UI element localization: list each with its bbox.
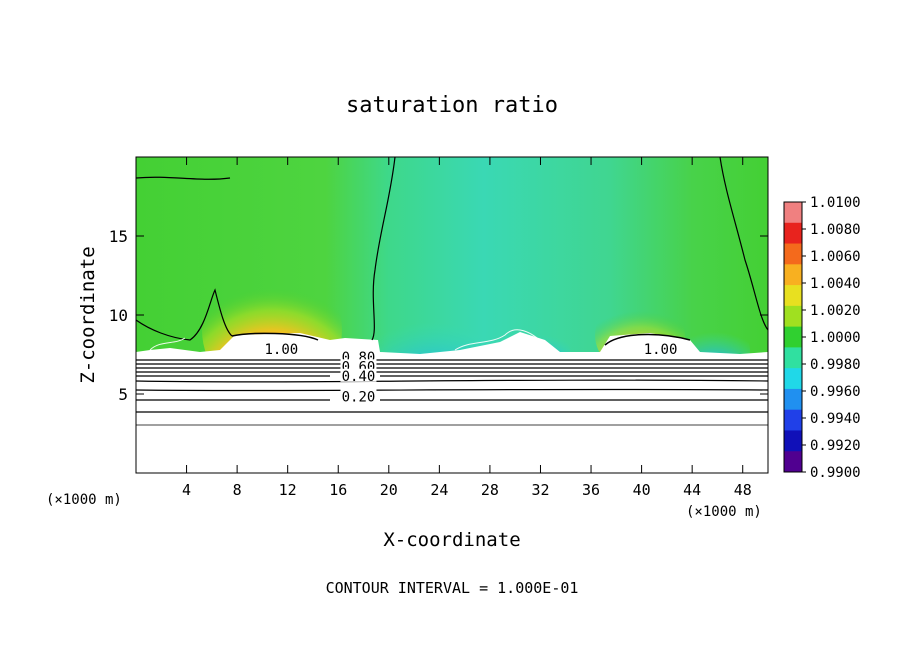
contour-label: 1.00 [265,342,299,358]
colorbar-swatch [784,222,802,245]
colorbar-label: 0.9980 [810,357,861,373]
colorbar-label: 1.0100 [810,195,861,211]
colorbar-label: 1.0020 [810,303,861,319]
colorbar-swatch [784,347,802,369]
contour-labels: 1.00 0.800.600.400.201.00 [263,341,679,405]
colorbar-label: 0.9940 [810,411,861,427]
colorbar-label: 1.0080 [810,222,861,238]
x-tick-label: 24 [430,481,448,499]
x-tick-label: 36 [582,481,600,499]
y-axis: 5 10 15 [109,227,768,404]
colorbar-label: 0.9900 [810,465,861,481]
colorbar-swatch [784,264,802,286]
x-tick-label: 28 [481,481,499,499]
contour-label-bg [340,368,377,382]
contour-label-bg [642,341,679,355]
heatmap-field [136,157,768,473]
contour-label-bg [263,341,300,355]
colorbar-label: 0.9920 [810,438,861,454]
x-tick-label: 4 [182,481,191,499]
x-tick-label: 12 [279,481,297,499]
contour-label: 1.00 [644,342,678,358]
contour-label-bg [340,389,377,403]
colorbar-swatch [784,202,802,224]
x-tick-label: 44 [683,481,701,499]
x-axis: 4 8 12 16 20 24 28 32 36 40 44 48 [182,157,752,499]
colorbar-swatch [784,451,802,473]
chart-title: saturation ratio [346,93,558,118]
y-axis-label: Z-coordinate [77,246,99,383]
x-tick-label: 32 [531,481,549,499]
colorbar-swatch [784,409,802,431]
x-tick-label: 40 [633,481,651,499]
x-unit-right: (×1000 m) [686,504,762,520]
y-tick-label: 10 [109,306,128,325]
colorbar-label: 1.0040 [810,276,861,292]
colorbar-label: 0.9960 [810,384,861,400]
contour-label: 0.20 [342,389,376,405]
colorbar-label: 1.0000 [810,330,861,346]
x-tick-label: 16 [329,481,347,499]
x-tick-label: 20 [380,481,398,499]
y-tick-label: 15 [109,227,128,246]
x-unit-left: (×1000 m) [46,492,122,508]
x-axis-label: X-coordinate [383,529,520,551]
contour-interval-note: CONTOUR INTERVAL = 1.000E-01 [326,579,579,597]
y-tick-label: 5 [118,385,128,404]
colorbar-swatch [784,430,802,452]
colorbar-swatch [784,326,802,348]
colorbar-swatch [784,285,802,307]
colorbar-swatch [784,243,802,265]
colorbar: 1.0100 1.0080 1.0060 1.0040 1.0020 1.0000 0.99… [783,195,861,481]
x-tick-label: 8 [233,481,242,499]
colorbar-swatch [784,388,802,411]
colorbar-label: 1.0060 [810,249,861,265]
x-tick-label: 48 [734,481,752,499]
colorbar-swatch [784,305,802,328]
contour-label: 0.40 [342,369,376,385]
colorbar-swatch [784,368,802,390]
